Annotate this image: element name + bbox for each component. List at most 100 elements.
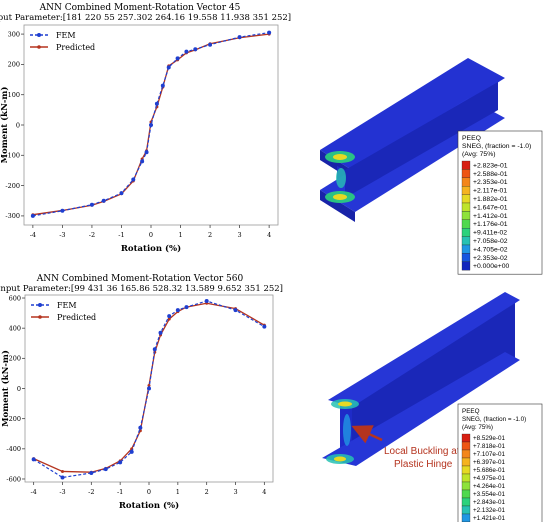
legend-value: +2.843e-01: [473, 499, 506, 506]
x-tick-label: 0: [149, 231, 153, 239]
point-fem: [184, 49, 189, 54]
x-tick-label: 3: [238, 231, 242, 239]
y-axis-label: Moment (kN-m): [0, 87, 10, 164]
point-fem: [166, 65, 171, 70]
point-fem: [233, 308, 238, 313]
legend-color-swatch: [461, 253, 471, 262]
legend-value: +8.529e-01: [473, 435, 506, 442]
y-tick-label: 200: [8, 61, 20, 69]
x-tick-label: 1: [176, 488, 180, 496]
legend-header-line: SNEG, (fraction = -1.0): [462, 143, 531, 150]
x-tick-label: -4: [30, 231, 36, 239]
point-fem: [147, 386, 151, 391]
y-tick-label: 100: [8, 91, 20, 99]
legend-color-swatch: [461, 219, 471, 229]
point-fem: [31, 457, 36, 462]
buckling-arrow: [351, 425, 383, 444]
legend-label-predicted: Predicted: [56, 43, 95, 52]
x-tick-label: -1: [117, 488, 123, 496]
legend-frame: [457, 403, 543, 522]
legend-value: +1.176e-01: [473, 221, 508, 228]
legend-value: +1.412e-01: [473, 213, 508, 220]
x-tick-label: -1: [118, 231, 124, 239]
legend-color-swatch: [461, 449, 471, 459]
point-fem: [60, 208, 65, 213]
legend-color-swatch: [461, 433, 471, 443]
point-fem: [89, 202, 94, 207]
point-fem: [138, 425, 143, 430]
annotation-line-1: Local Buckling at: [384, 446, 460, 457]
x-tick-label: 1: [178, 231, 182, 239]
y-tick-label: -400: [6, 445, 21, 453]
chart-subtitle: Input Parameter:[99 431 36 165.86 528.32…: [0, 284, 283, 294]
beam-top-flange: [328, 292, 520, 408]
annotation-line-2: Plastic Hinge: [394, 459, 453, 470]
legend-value: +2.117e-01: [473, 188, 507, 195]
fe-beam-model-1: [320, 58, 505, 222]
point-fem: [30, 213, 35, 218]
point-fem: [204, 299, 209, 304]
legend-header-line: (Avg: 75%): [462, 424, 493, 431]
legend-color-swatch: [461, 177, 471, 187]
legend-value: +2.353e-01: [473, 179, 508, 186]
point-fem: [119, 191, 124, 196]
point-fem: [262, 324, 267, 329]
x-tick-label: 4: [262, 488, 266, 496]
point-fem: [144, 150, 149, 155]
point-fem: [237, 35, 242, 40]
x-tick-label: 2: [208, 231, 212, 239]
point-fem: [149, 123, 153, 127]
legend-color-swatch: [461, 202, 471, 212]
legend-header-line: SNEG, (fraction = -1.0): [462, 416, 526, 423]
point-fem: [208, 42, 213, 47]
x-tick-label: 2: [205, 488, 209, 496]
point-predicted: [60, 469, 64, 473]
point-fem: [101, 198, 106, 203]
x-tick-label: -3: [59, 488, 65, 496]
legend-color-swatch: [461, 505, 471, 515]
legend-label-predicted: Predicted: [57, 313, 96, 322]
x-tick-label: 4: [267, 231, 271, 239]
chart-subtitle: Input Parameter:[181 220 55 257.302 264.…: [0, 13, 291, 23]
legend-color-swatch: [461, 513, 471, 522]
legend-value: +2.588e-01: [473, 171, 508, 178]
legend-value: +6.397e-01: [473, 459, 506, 466]
point-fem: [60, 475, 65, 480]
point-fem: [89, 470, 94, 475]
legend-color-swatch: [461, 465, 471, 475]
legend-color-swatch: [461, 457, 471, 467]
legend-color-swatch: [461, 441, 471, 451]
legend-color-swatch: [461, 497, 471, 507]
series-line-fem: [33, 300, 265, 479]
y-axis-label: Moment (kN-m): [0, 350, 11, 427]
legend-header-line: PEEQ: [462, 408, 480, 415]
legend-value: +5.686e-01: [473, 467, 506, 474]
legend-value: +2.823e-01: [473, 162, 508, 169]
point-fem: [175, 308, 180, 313]
point-fem: [184, 305, 189, 310]
x-tick-label: -2: [89, 231, 95, 239]
point-fem: [103, 467, 108, 472]
point-fem: [175, 56, 180, 61]
y-tick-label: 600: [9, 294, 21, 302]
y-tick-label: 400: [9, 324, 21, 332]
legend-value: +9.411e-02: [473, 230, 507, 237]
chart-title: ANN Combined Moment-Rotation Vector 560: [36, 274, 244, 284]
x-tick-label: 0: [147, 488, 151, 496]
point-fem: [154, 101, 159, 106]
y-tick-label: -100: [5, 152, 20, 160]
legend-frame: [457, 130, 543, 275]
legend-value: +7.107e-01: [473, 451, 506, 458]
legend-value: +2.132e-01: [473, 507, 506, 514]
series-line-fem: [32, 31, 270, 217]
legend-value: +1.421e-01: [473, 515, 506, 522]
moment-rotation-chart-vector-560: ANN Combined Moment-Rotation Vector 560 …: [0, 274, 283, 511]
y-tick-label: 300: [8, 30, 20, 38]
point-fem: [267, 30, 272, 35]
point-fem: [193, 47, 198, 52]
y-tick-label: 0: [17, 385, 21, 393]
point-fem: [152, 347, 157, 352]
legend-value: +2.353e-02: [473, 255, 508, 262]
